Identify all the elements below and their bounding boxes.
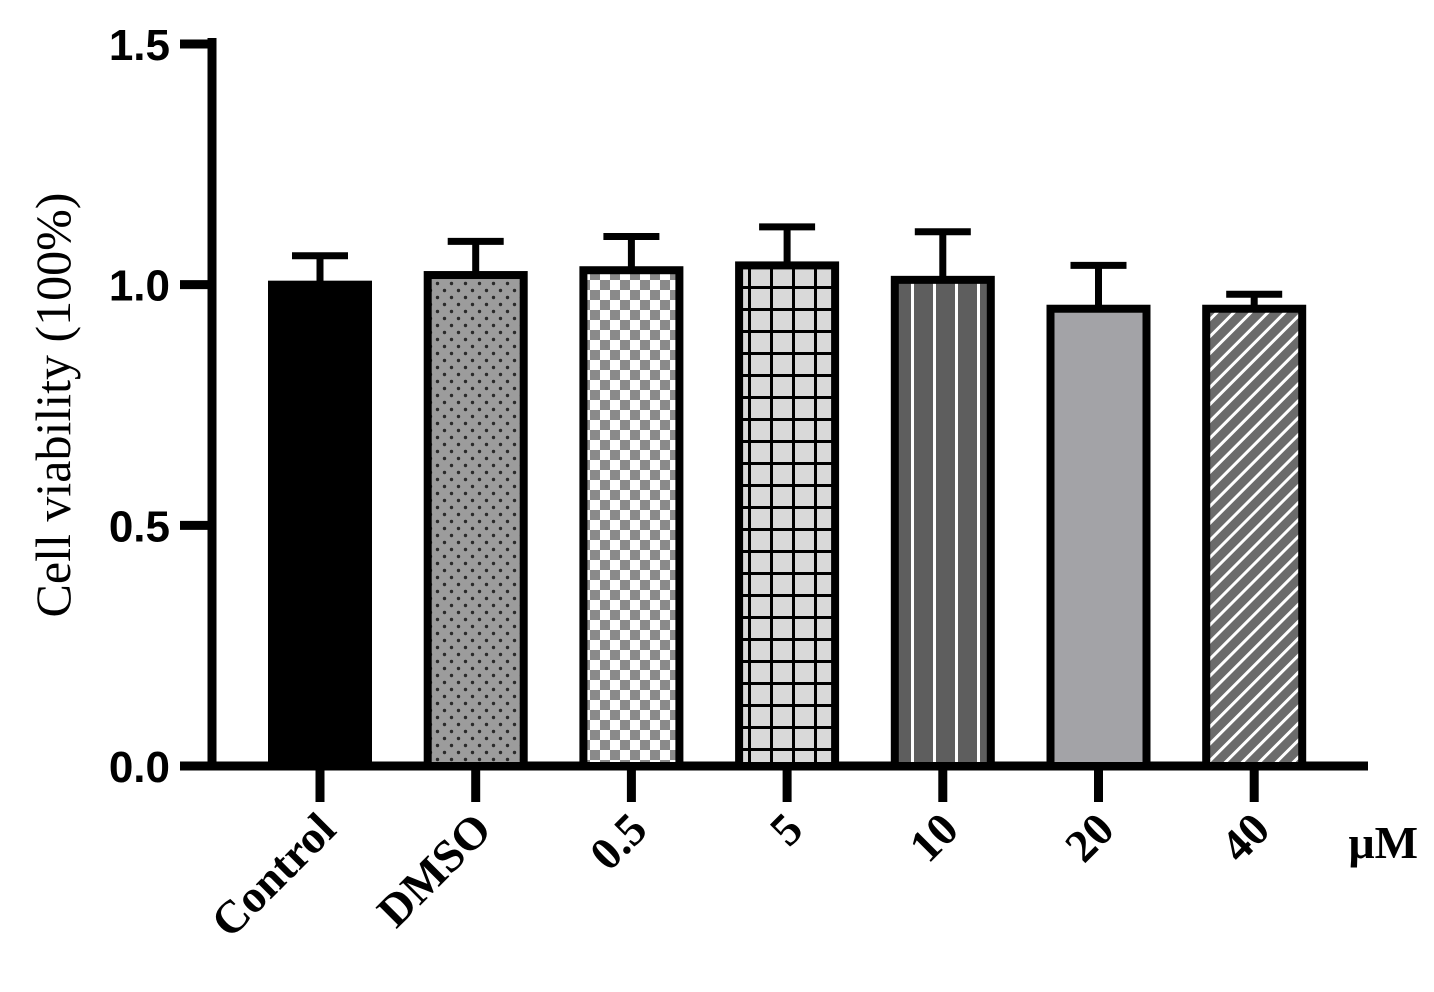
x-tick-label-0.5: 0.5: [580, 803, 657, 880]
bar-10: [890, 275, 995, 770]
x-tick-label-DMSO: DMSO: [367, 803, 501, 937]
x-tick-label-20: 20: [1055, 803, 1124, 872]
y-tick-label: 1.0: [109, 262, 170, 311]
bars: [268, 223, 1307, 802]
y-tick-label: 1.5: [109, 21, 170, 70]
y-tick-label: 0.0: [109, 743, 170, 792]
x-tick-labels: Control DMSO 0.5 5 10 20 40: [201, 803, 1279, 947]
y-axis-label: Cell viability (100%): [25, 193, 81, 618]
bar-20: [1046, 304, 1151, 770]
bar-DMSO: [423, 271, 528, 770]
x-tick-label-5: 5: [760, 803, 812, 855]
bar-40: [1202, 304, 1307, 770]
y-ticks: 0.0 0.5 1.0 1.5: [109, 21, 212, 792]
x-unit-label: μM: [1349, 817, 1419, 868]
y-tick-label: 0.5: [109, 502, 170, 551]
x-tick-label-10: 10: [899, 803, 968, 872]
bar-5: [735, 261, 840, 770]
x-tick-label-Control: Control: [201, 803, 345, 947]
x-tick-label-40: 40: [1211, 803, 1280, 872]
bar-0.5: [579, 266, 684, 770]
bar-Control: [268, 280, 372, 770]
